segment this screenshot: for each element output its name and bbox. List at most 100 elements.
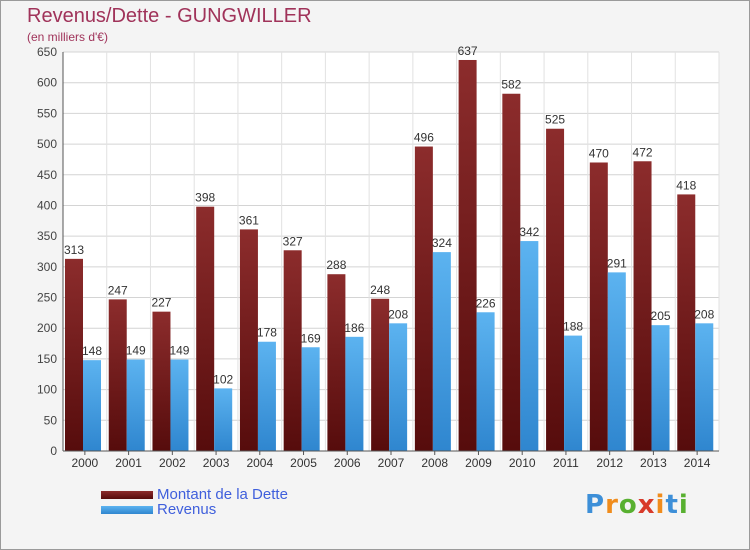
legend-swatch-revenus xyxy=(101,505,153,514)
x-tick-label: 2008 xyxy=(421,456,448,470)
y-tick-label: 150 xyxy=(37,352,57,366)
legend-item-dette: Montant de la Dette xyxy=(101,486,288,503)
bar-revenus xyxy=(607,272,626,451)
data-label-revenus: 178 xyxy=(257,326,277,340)
data-label-dette: 227 xyxy=(151,296,171,310)
y-tick-label: 200 xyxy=(37,321,57,335)
x-tick-label: 2003 xyxy=(203,456,230,470)
bar-dette xyxy=(239,229,258,451)
legend-label-revenus: Revenus xyxy=(157,501,217,518)
y-tick-label: 50 xyxy=(44,413,58,427)
x-tick-label: 2011 xyxy=(553,456,579,470)
x-tick-label: 2010 xyxy=(509,456,536,470)
bar-revenus xyxy=(520,241,539,451)
x-tick-label: 2004 xyxy=(246,456,273,470)
bar-dette xyxy=(327,274,346,451)
y-tick-label: 650 xyxy=(37,45,57,59)
data-label-revenus: 102 xyxy=(213,372,233,386)
y-tick-label: 600 xyxy=(37,76,57,90)
bar-dette xyxy=(196,206,215,451)
bar-dette xyxy=(283,250,302,451)
bar-revenus xyxy=(476,312,495,451)
y-tick-label: 350 xyxy=(37,229,57,243)
y-tick-label: 300 xyxy=(37,260,57,274)
data-label-dette: 637 xyxy=(458,44,478,58)
legend: Montant de la Dette Revenus xyxy=(101,486,288,518)
bar-dette xyxy=(65,258,83,451)
logo-letter: P xyxy=(585,490,606,520)
data-label-revenus: 149 xyxy=(169,344,189,358)
data-label-dette: 496 xyxy=(414,131,434,145)
logo-letter: x xyxy=(637,490,656,520)
proxiti-logo: Proxiti xyxy=(585,490,689,520)
bar-revenus xyxy=(126,359,145,451)
x-tick-label: 2007 xyxy=(378,456,405,470)
bar-dette xyxy=(589,162,608,451)
data-label-dette: 248 xyxy=(370,283,390,297)
bar-revenus xyxy=(345,336,364,451)
legend-item-revenus: Revenus xyxy=(101,501,288,518)
data-label-revenus: 148 xyxy=(82,344,102,358)
data-label-dette: 470 xyxy=(589,146,609,160)
data-label-revenus: 324 xyxy=(432,236,452,250)
data-label-dette: 525 xyxy=(545,113,565,127)
data-label-revenus: 208 xyxy=(694,307,714,321)
data-label-revenus: 149 xyxy=(126,344,146,358)
bar-dette xyxy=(502,93,521,451)
x-tick-label: 2013 xyxy=(640,456,667,470)
data-label-revenus: 186 xyxy=(344,321,364,335)
data-label-revenus: 208 xyxy=(388,307,408,321)
x-tick-label: 2000 xyxy=(72,456,99,470)
legend-label-dette: Montant de la Dette xyxy=(157,486,288,503)
x-tick-label: 2014 xyxy=(684,456,711,470)
axes: 0 50 100 150 200 250 300 350 400 450 500 550 600 650 2… xyxy=(37,45,719,470)
bar-revenus xyxy=(695,323,714,451)
bar-dette xyxy=(371,298,390,451)
bar-dette xyxy=(546,128,565,451)
bar-dette xyxy=(458,59,477,451)
data-label-revenus: 169 xyxy=(301,331,321,345)
x-tick-label: 2012 xyxy=(596,456,623,470)
data-label-dette: 582 xyxy=(501,78,521,92)
x-tick-label: 2009 xyxy=(465,456,492,470)
bar-revenus xyxy=(301,347,320,451)
bar-revenus xyxy=(564,335,583,451)
y-tick-label: 450 xyxy=(37,168,57,182)
data-label-dette: 313 xyxy=(64,243,84,257)
bar-revenus xyxy=(432,252,451,451)
logo-letter: i xyxy=(655,490,666,520)
x-tick-label: 2006 xyxy=(334,456,361,470)
x-tick-label: 2005 xyxy=(290,456,317,470)
legend-swatch-dette xyxy=(101,490,153,499)
data-label-revenus: 226 xyxy=(476,296,496,310)
x-tick-label: 2001 xyxy=(115,456,142,470)
data-labels: 313 148 247 149 227 149 398 102 361 178 327 169 288 1… xyxy=(64,44,715,386)
logo-letter: r xyxy=(605,490,619,520)
bar-revenus xyxy=(214,388,233,451)
data-label-revenus: 188 xyxy=(563,320,583,334)
data-label-revenus: 205 xyxy=(651,309,671,323)
y-tick-label: 100 xyxy=(37,383,57,397)
y-tick-label: 400 xyxy=(37,198,57,212)
bar-revenus xyxy=(389,323,408,451)
logo-letter: t xyxy=(665,490,679,520)
bar-revenus xyxy=(257,341,276,451)
x-tick-label: 2002 xyxy=(159,456,186,470)
bar-dette xyxy=(677,194,696,452)
bar-dette xyxy=(633,161,652,451)
logo-letter: i xyxy=(678,490,689,520)
data-label-dette: 327 xyxy=(283,234,303,248)
y-tick-label: 0 xyxy=(50,444,57,458)
y-tick-label: 500 xyxy=(37,137,57,151)
data-label-dette: 247 xyxy=(108,283,128,297)
bar-dette xyxy=(108,299,127,451)
data-label-revenus: 291 xyxy=(607,256,627,270)
chart-subtitle: (en milliers d'€) xyxy=(27,30,108,44)
data-label-dette: 288 xyxy=(326,258,346,272)
data-label-dette: 361 xyxy=(239,213,259,227)
data-label-dette: 418 xyxy=(676,178,696,192)
logo-letter: o xyxy=(618,490,638,520)
bar-dette xyxy=(152,311,171,451)
